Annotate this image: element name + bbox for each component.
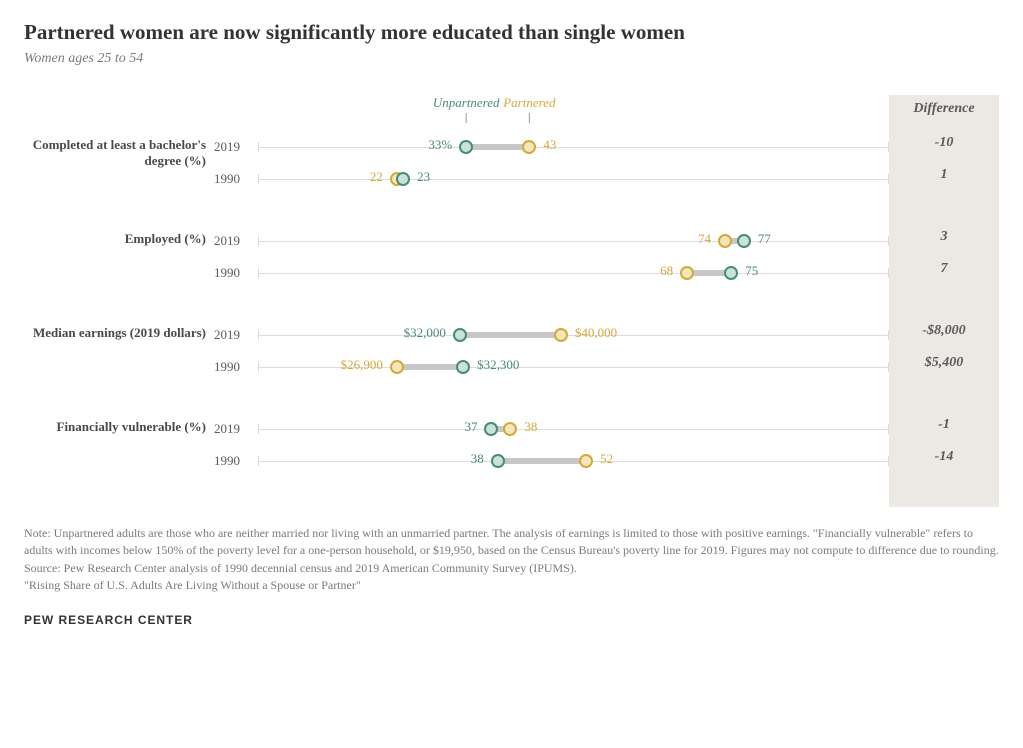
difference-value: $5,400 (889, 347, 999, 379)
year-label: 2019 (214, 131, 258, 163)
unpartnered-dot (453, 328, 467, 342)
partnered-value: $26,900 (341, 357, 383, 373)
dumbbell-row: 74 77 (258, 225, 889, 257)
source-text: Source: Pew Research Center analysis of … (24, 560, 999, 577)
partnered-value: 52 (600, 451, 613, 467)
org-footer: PEW RESEARCH CENTER (24, 613, 999, 627)
year-label: 2019 (214, 225, 258, 257)
difference-value: -10 (889, 127, 999, 159)
report-text: "Rising Share of U.S. Adults Are Living … (24, 577, 999, 594)
dumbbell-row: 38 52 (258, 445, 889, 477)
unpartnered-value: 38 (471, 451, 484, 467)
note-text: Note: Unpartnered adults are those who a… (24, 525, 999, 560)
difference-header: Difference (889, 95, 999, 127)
year-label: 1990 (214, 163, 258, 195)
unpartnered-value: 23 (417, 169, 430, 185)
difference-value: 7 (889, 253, 999, 285)
partnered-dot (522, 140, 536, 154)
partnered-value: 22 (370, 169, 383, 185)
dumbbell-row: 22 23 (258, 163, 889, 195)
legend-partnered: Partnered (503, 95, 555, 123)
year-label: 1990 (214, 257, 258, 289)
partnered-dot (554, 328, 568, 342)
difference-value: -$8,000 (889, 315, 999, 347)
year-label: 1990 (214, 351, 258, 383)
unpartnered-value: 77 (758, 231, 771, 247)
year-label: 2019 (214, 413, 258, 445)
legend: UnpartneredPartnered (258, 95, 889, 131)
metric-label: Median earnings (2019 dollars) (24, 325, 206, 341)
difference-column: Difference -101 37 -$8,000$5,400 -1-14 (889, 95, 999, 507)
unpartnered-value: $32,300 (477, 357, 519, 373)
legend-unpartnered: Unpartnered (433, 95, 500, 123)
unpartnered-dot (396, 172, 410, 186)
partnered-value: 68 (660, 263, 673, 279)
difference-value: 1 (889, 159, 999, 191)
partnered-value: 38 (524, 419, 537, 435)
year-label: 2019 (214, 319, 258, 351)
unpartnered-dot (737, 234, 751, 248)
partnered-dot (680, 266, 694, 280)
unpartnered-dot (724, 266, 738, 280)
year-label: 1990 (214, 445, 258, 477)
footnote: Note: Unpartnered adults are those who a… (24, 525, 999, 595)
chart-title: Partnered women are now significantly mo… (24, 20, 999, 45)
difference-value: -1 (889, 409, 999, 441)
metric-label: Completed at least a bachelor's degree (… (24, 137, 206, 170)
dumbbell-row: 37 38 (258, 413, 889, 445)
partnered-value: 74 (698, 231, 711, 247)
unpartnered-value: 33% (428, 137, 452, 153)
chart-area: UnpartneredPartnered 33% 43 22 23 74 77 68 75 $3… (24, 95, 999, 507)
dumbbell-row: $32,000 $40,000 (258, 319, 889, 351)
partnered-dot (390, 360, 404, 374)
metric-label: Financially vulnerable (%) (24, 419, 206, 435)
difference-value: -14 (889, 441, 999, 473)
dumbbell-row: 33% 43 (258, 131, 889, 163)
partnered-dot (718, 234, 732, 248)
metric-label: Employed (%) (24, 231, 206, 247)
unpartnered-value: 75 (745, 263, 758, 279)
unpartnered-dot (456, 360, 470, 374)
dumbbell-row: $26,900 $32,300 (258, 351, 889, 383)
partnered-dot (579, 454, 593, 468)
unpartnered-value: $32,000 (404, 325, 446, 341)
difference-value: 3 (889, 221, 999, 253)
unpartnered-dot (459, 140, 473, 154)
partnered-value: 43 (543, 137, 556, 153)
unpartnered-dot (491, 454, 505, 468)
partnered-dot (503, 422, 517, 436)
unpartnered-value: 37 (464, 419, 477, 435)
dumbbell-row: 68 75 (258, 257, 889, 289)
chart-subtitle: Women ages 25 to 54 (24, 51, 999, 67)
unpartnered-dot (484, 422, 498, 436)
partnered-value: $40,000 (575, 325, 617, 341)
